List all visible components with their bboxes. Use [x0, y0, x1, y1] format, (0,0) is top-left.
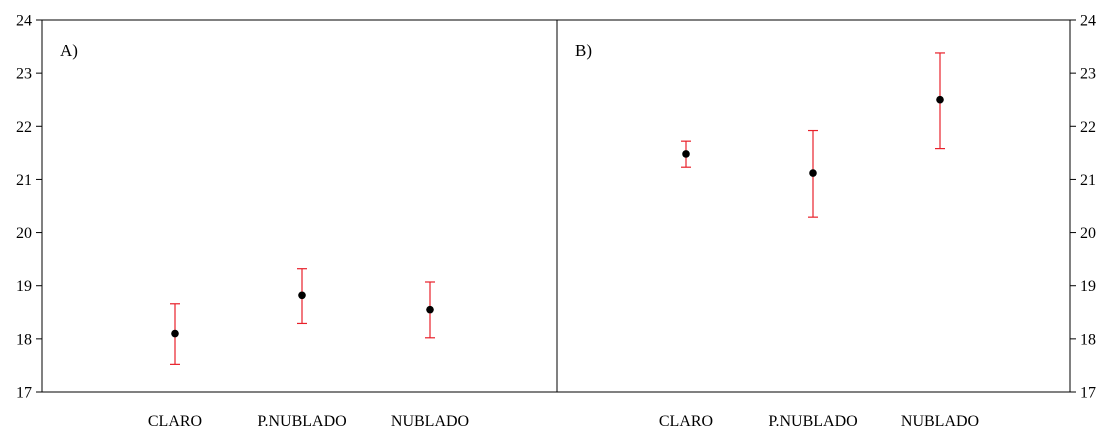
data-point — [936, 95, 944, 104]
data-point — [426, 305, 434, 314]
data-point — [298, 291, 306, 300]
panel-label: B) — [575, 41, 592, 60]
plot-frame — [556, 19, 1071, 393]
panel-a: A) 17 18 19 20 21 22 23 24 CLARO P.NUBLADO NUBLADO — [16, 13, 558, 430]
panel-b: B) 17 18 19 20 21 22 23 24 CLARO P.NUBLADO NUBLADO — [556, 13, 1096, 430]
y-tick-label: 17 — [1080, 385, 1096, 402]
category-label: CLARO — [148, 413, 202, 430]
data-point — [682, 150, 690, 158]
category-label: P.NUBLADO — [768, 413, 857, 430]
panel-label: A) — [60, 41, 78, 60]
plot-frame — [41, 19, 558, 393]
category-label: P.NUBLADO — [257, 413, 346, 430]
y-tick-label: 21 — [16, 172, 32, 189]
y-tick-label: 19 — [1080, 278, 1096, 295]
y-tick-label: 20 — [1080, 225, 1096, 242]
y-tick-label: 24 — [16, 13, 32, 30]
y-tick-label: 21 — [1080, 172, 1096, 189]
y-tick-label: 23 — [1080, 66, 1096, 83]
y-tick-label: 18 — [1080, 331, 1096, 348]
y-tick-label: 20 — [16, 225, 32, 242]
y-tick-label: 22 — [1080, 119, 1096, 136]
y-tick-label: 23 — [16, 66, 32, 83]
y-tick-label: 19 — [16, 278, 32, 295]
y-tick-label: 18 — [16, 331, 32, 348]
category-label: NUBLADO — [901, 413, 979, 430]
data-point — [171, 329, 179, 338]
data-point — [809, 169, 817, 177]
category-label: CLARO — [659, 413, 713, 430]
y-tick-label: 22 — [16, 119, 32, 136]
y-tick-label: 24 — [1080, 13, 1096, 30]
y-tick-label: 17 — [16, 385, 32, 402]
category-label: NUBLADO — [391, 413, 469, 430]
